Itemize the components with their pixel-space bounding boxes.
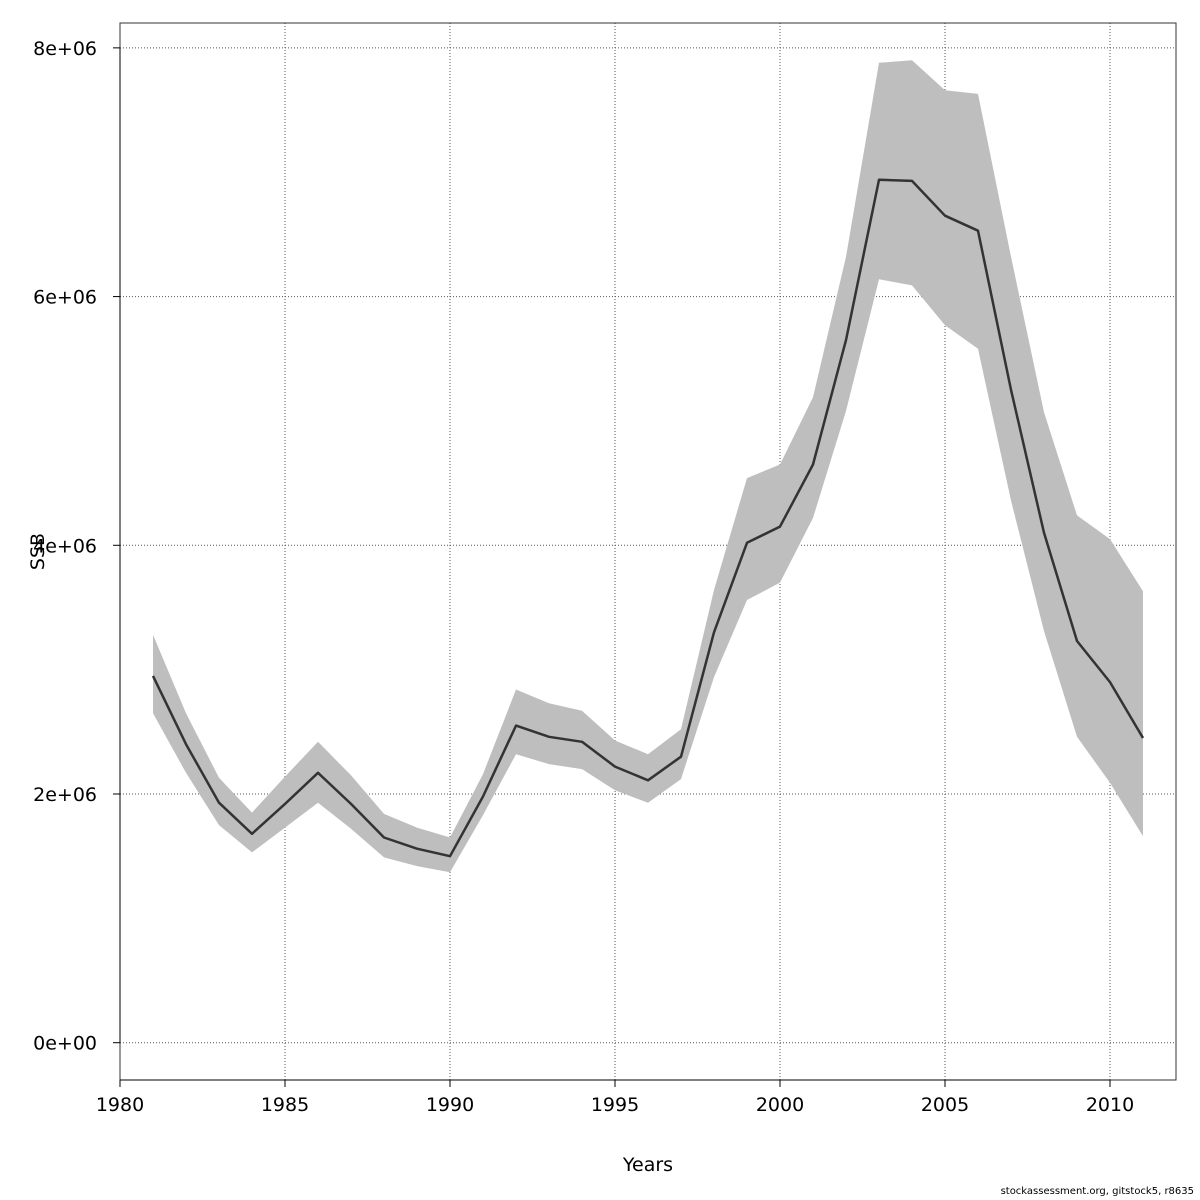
plot-frame [119, 22, 1177, 1081]
x-tick-label: 1980 [96, 1094, 144, 1116]
y-tick-label: 8e+06 [33, 38, 97, 60]
y-tick-label: 4e+06 [33, 535, 97, 557]
x-axis: 1980 1985 1990 1995 2000 2005 2010 [96, 1079, 1134, 1116]
x-axis-title: Years [622, 1154, 673, 1176]
y-axis: 0e+00 2e+06 4e+06 6e+06 8e+06 [33, 38, 121, 1055]
y-tick-label: 0e+00 [33, 1033, 97, 1055]
y-tick-label: 2e+06 [33, 784, 97, 806]
x-tick-label: 1995 [591, 1094, 639, 1116]
y-tick-label: 6e+06 [33, 287, 97, 309]
x-tick-label: 1985 [261, 1094, 309, 1116]
footer-credit: stockassessment.org, gitstock5, r8635 [1000, 1186, 1194, 1197]
ssb-series-line [151, 178, 1145, 858]
x-tick-label: 2005 [921, 1094, 969, 1116]
x-tick-label: 2010 [1086, 1094, 1134, 1116]
confidence-band [153, 60, 1143, 873]
grid-lines [119, 23, 1176, 1080]
x-tick-label: 1990 [426, 1094, 474, 1116]
y-axis-title: SSB [27, 533, 49, 570]
x-tick-label: 2000 [756, 1094, 804, 1116]
